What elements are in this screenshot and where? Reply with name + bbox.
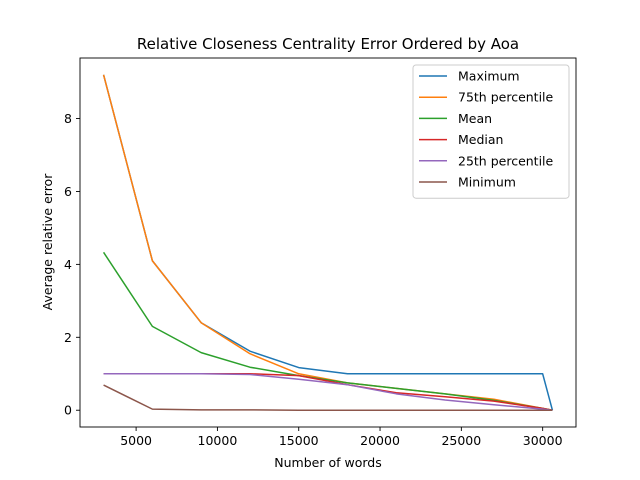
x-tick-label: 25000 xyxy=(441,433,481,448)
series-line-5 xyxy=(103,373,553,411)
plot-frame xyxy=(79,57,577,428)
series-line-3 xyxy=(102,251,553,411)
plot-area xyxy=(79,57,577,428)
legend-label: Minimum xyxy=(458,175,516,190)
y-tick-label: 8 xyxy=(64,111,72,126)
legend-label: Median xyxy=(458,132,503,147)
y-tick-label: 0 xyxy=(64,403,72,418)
x-tick-label: 10000 xyxy=(198,433,238,448)
legend: Maximum 75th percentile Mean Median 25th per… xyxy=(412,64,570,199)
y-tick-label: 4 xyxy=(64,257,72,272)
y-tick-label: 6 xyxy=(64,184,72,199)
y-tick-label: 2 xyxy=(64,330,72,345)
series-line-6 xyxy=(103,384,553,411)
x-tick-label: 5000 xyxy=(120,433,152,448)
x-axis-label: Number of words xyxy=(274,455,381,470)
x-axis: 5000 10000 15000 20000 25000 30000 xyxy=(120,427,563,448)
legend-label: 25th percentile xyxy=(458,153,554,168)
legend-label: 75th percentile xyxy=(458,90,554,105)
chart-title: Relative Closeness Centrality Error Orde… xyxy=(137,35,519,53)
x-tick-label: 20000 xyxy=(360,433,400,448)
x-tick-label: 15000 xyxy=(279,433,319,448)
x-tick-label: 30000 xyxy=(523,433,563,448)
y-axis-label: Average relative error xyxy=(40,173,55,311)
legend-label: Mean xyxy=(458,111,492,126)
legend-label: Maximum xyxy=(458,69,520,84)
y-axis: 0 2 4 6 8 xyxy=(64,111,80,418)
legend-box xyxy=(412,64,570,199)
